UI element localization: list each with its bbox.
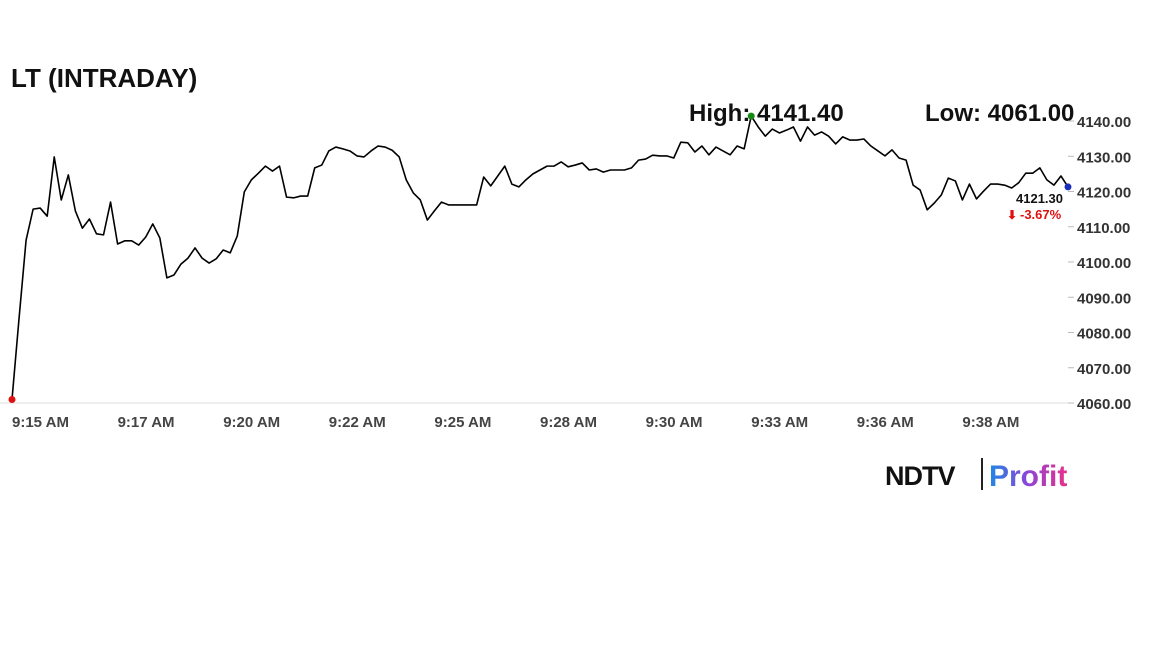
low-marker (8, 395, 16, 403)
price-line (11, 115, 1069, 400)
x-tick-label: 9:25 AM (434, 414, 491, 431)
y-tick-label: 4060.00 (1077, 396, 1131, 413)
logo-profit: Profit (989, 460, 1067, 493)
down-arrow: ⬇ (1007, 208, 1017, 222)
high-label: High: 4141.40 (689, 100, 844, 127)
y-tick-label: 4080.00 (1077, 326, 1131, 343)
x-tick-label: 9:36 AM (857, 414, 914, 431)
x-tick-label: 9:15 AM (12, 414, 69, 431)
x-tick-label: 9:28 AM (540, 414, 597, 431)
x-tick-label: 9:33 AM (751, 414, 808, 431)
x-tick-label: 9:30 AM (646, 414, 703, 431)
x-tick-label: 9:22 AM (329, 414, 386, 431)
y-tick-label: 4120.00 (1077, 185, 1131, 202)
high-marker (747, 112, 755, 120)
y-tick-label: 4100.00 (1077, 255, 1131, 272)
last-marker (1064, 183, 1072, 191)
y-tick-label: 4140.00 (1077, 114, 1131, 131)
y-tick-label: 4090.00 (1077, 290, 1131, 307)
x-tick-label: 9:38 AM (962, 414, 1019, 431)
chart-title: LT (INTRADAY) (11, 63, 197, 93)
change-label: -3.67% (1020, 207, 1062, 222)
logo-ndtv: NDTV (885, 461, 955, 491)
x-tick-label: 9:20 AM (223, 414, 280, 431)
y-tick-label: 4110.00 (1077, 220, 1130, 237)
low-label: Low: 4061.00 (925, 100, 1074, 127)
y-tick-label: 4130.00 (1077, 149, 1131, 166)
x-tick-label: 9:17 AM (118, 414, 175, 431)
y-tick-label: 4070.00 (1077, 361, 1131, 378)
last-value-label: 4121.30 (1016, 191, 1063, 206)
